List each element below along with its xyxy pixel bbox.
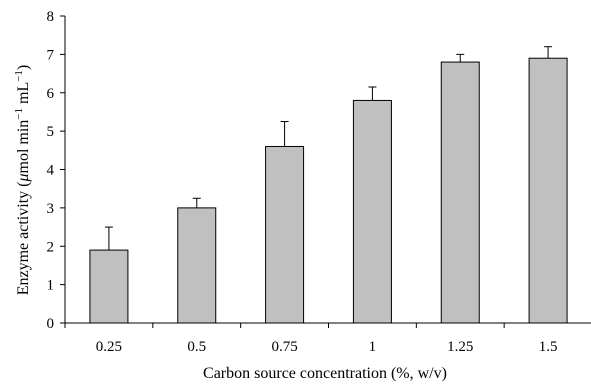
y-tick-label: 7 — [47, 47, 55, 63]
x-tick-label: 0.25 — [96, 339, 122, 355]
y-tick-label: 0 — [47, 316, 55, 332]
x-tick-label: 1.25 — [447, 339, 473, 355]
x-tick-label: 0.5 — [187, 339, 206, 355]
y-tick-label: 5 — [47, 124, 55, 140]
y-axis-title-sup2: −1 — [13, 70, 25, 82]
y-tick-label: 2 — [47, 239, 55, 255]
x-tick-label: 0.75 — [271, 339, 297, 355]
y-tick-label: 8 — [47, 9, 55, 25]
y-axis-title-unit: mol min — [15, 120, 32, 174]
y-tick-label: 3 — [47, 201, 55, 217]
y-tick-label: 6 — [47, 86, 55, 102]
y-axis-title-unit2: mL — [15, 82, 32, 108]
bar — [89, 249, 129, 324]
x-axis-title: Carbon source concentration (%, w/v) — [203, 365, 447, 382]
y-tick-label: 1 — [47, 278, 55, 294]
y-axis-title-sup1: −1 — [13, 108, 25, 120]
x-tick-label: 1.5 — [539, 339, 558, 355]
y-tick-label: 4 — [47, 163, 55, 179]
plot-area: 0 1 2 3 4 5 6 7 8 0.25 0.5 0.75 1 1.25 1.5 — [47, 9, 591, 355]
y-axis-title-prefix: Enzyme activity ( — [15, 182, 32, 296]
y-axis-title-mu: μ — [15, 174, 32, 183]
bar — [352, 99, 392, 324]
bar — [265, 145, 305, 324]
y-axis-title: Enzyme activity (μmol min−1 mL−1) — [13, 65, 32, 296]
y-axis-title-suffix: ) — [15, 65, 32, 70]
bar — [528, 57, 568, 324]
bar — [177, 207, 217, 324]
x-tick-label: 1 — [369, 339, 377, 355]
bar — [440, 61, 480, 324]
